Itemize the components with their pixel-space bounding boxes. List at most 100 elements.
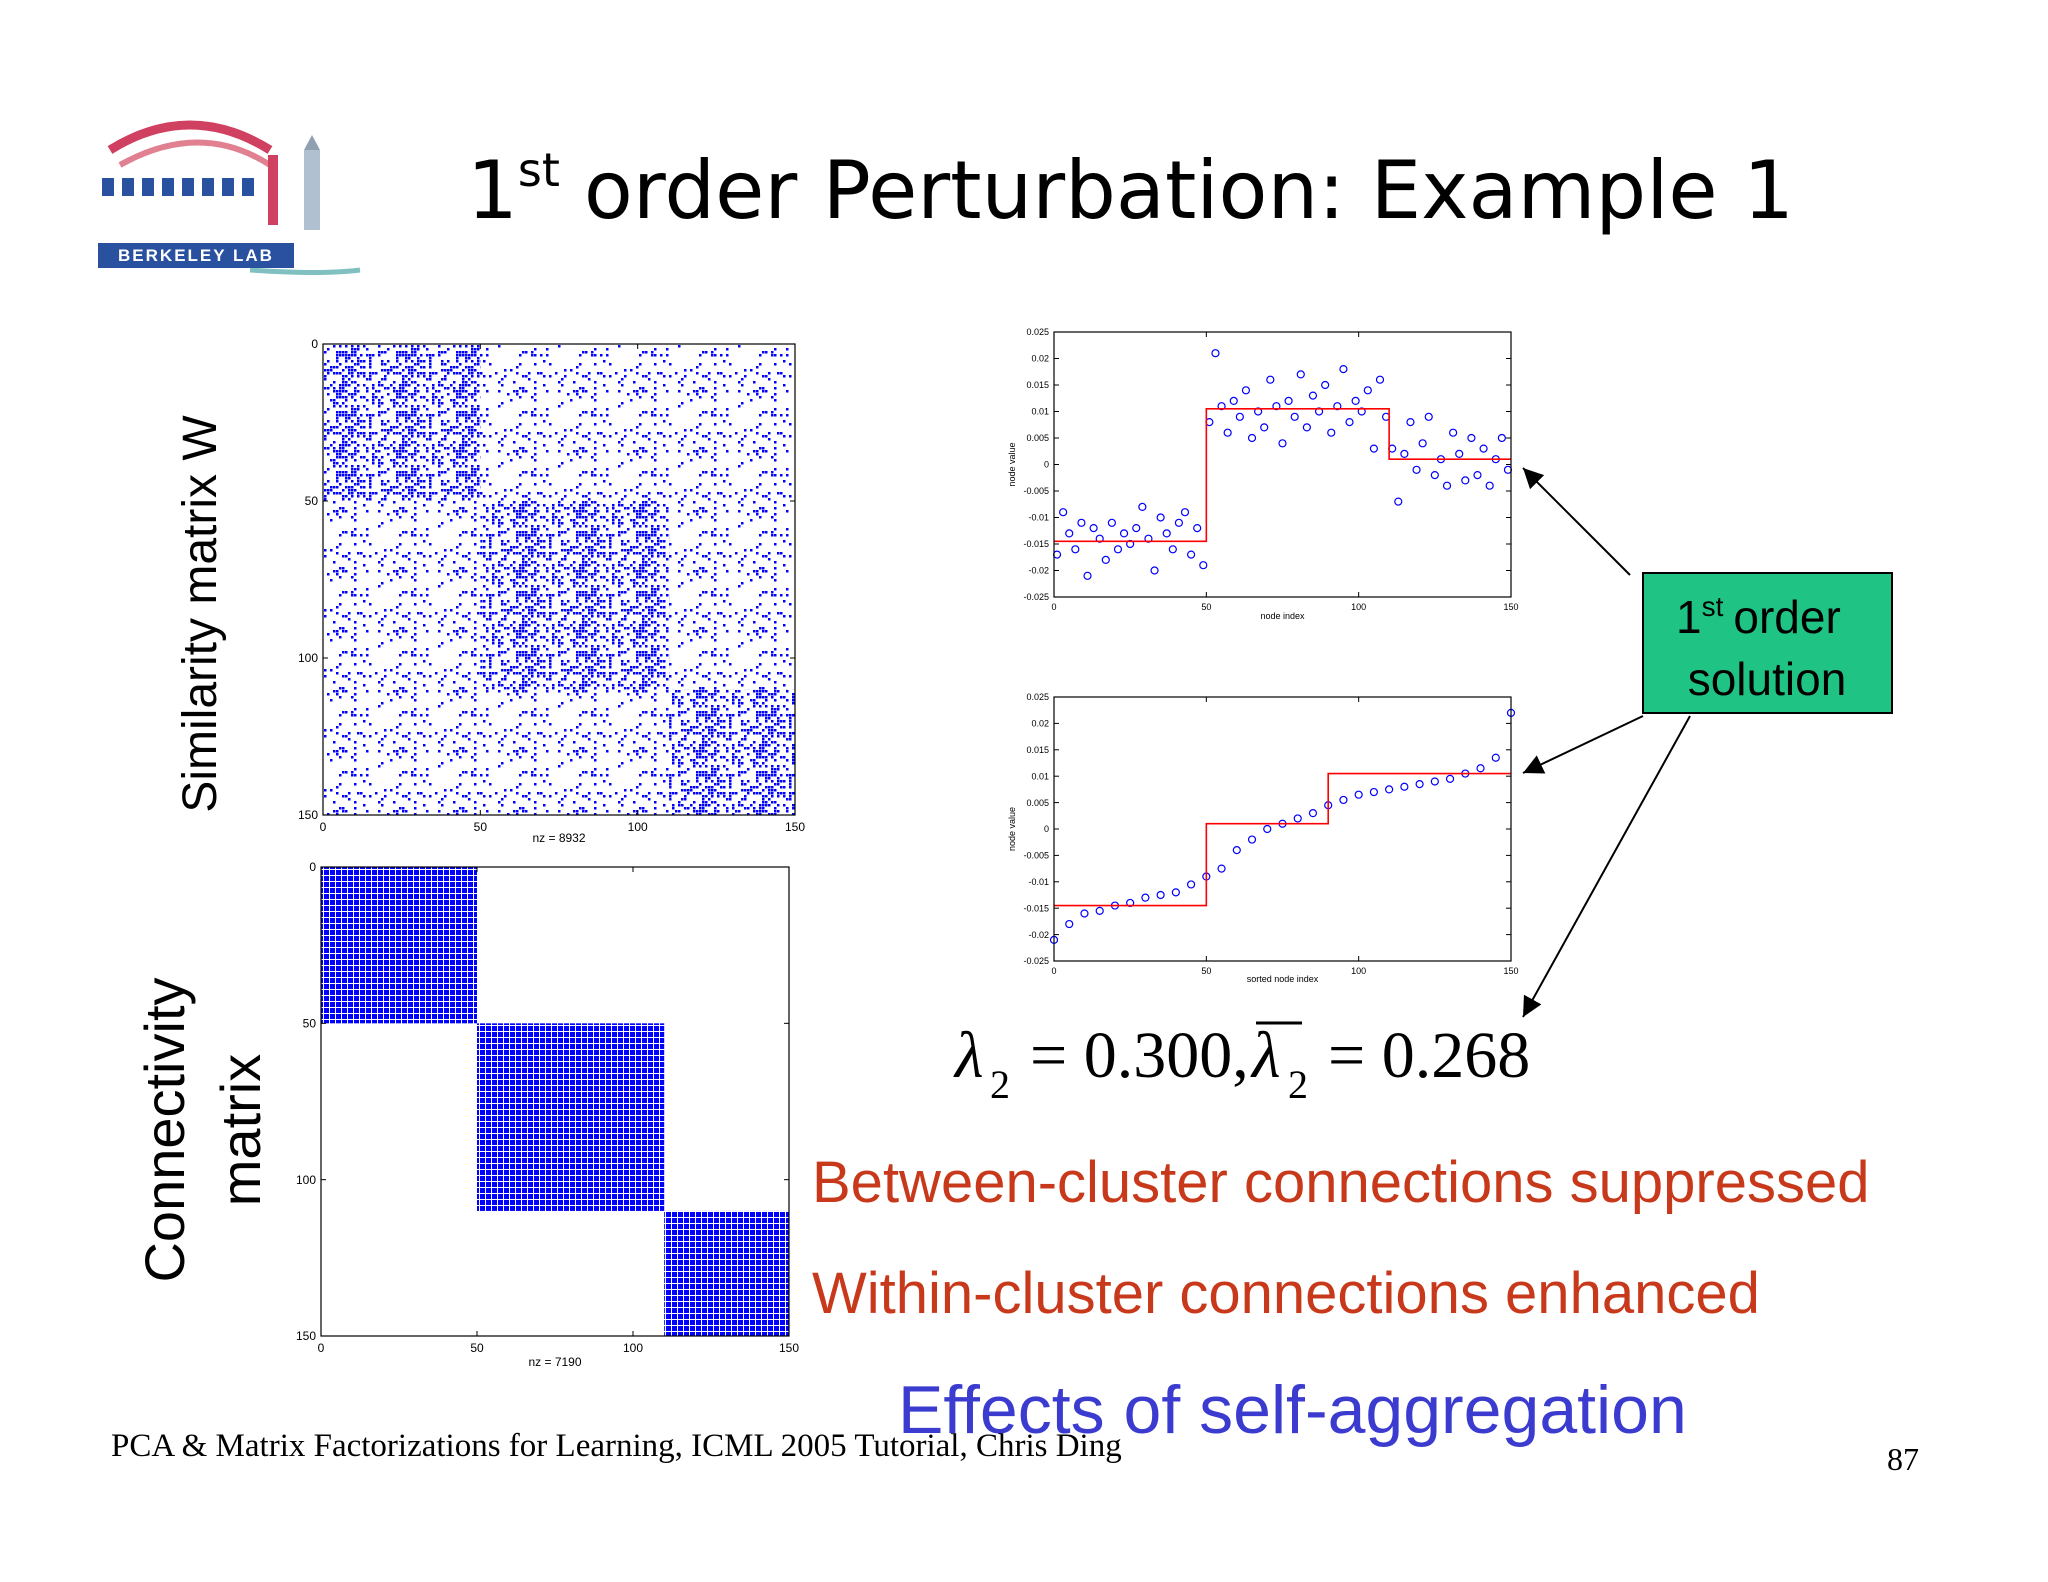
- connectivity-label: Connectivity: [133, 977, 196, 1282]
- x-axis-label: nz = 7190: [528, 1355, 581, 1369]
- point: [1375, 375, 1385, 384]
- point: [1211, 349, 1220, 358]
- x-axis-label: nz = 8932: [532, 831, 585, 845]
- point: [1314, 407, 1324, 416]
- point: [1400, 782, 1409, 791]
- point: [1059, 508, 1068, 517]
- point: [1445, 774, 1455, 783]
- similarity-label: Similarity matrix W: [174, 415, 227, 813]
- y-tick-label: 0.025: [1026, 692, 1049, 702]
- callout-line1: order: [1733, 591, 1840, 643]
- point: [1199, 561, 1208, 570]
- point: [1126, 539, 1135, 549]
- footer: PCA & Matrix Factorizations for Learning…: [111, 1428, 1122, 1464]
- plot-frame: [322, 343, 796, 816]
- point: [1141, 893, 1150, 902]
- arrows: [1522, 467, 1691, 1018]
- point: [1357, 407, 1366, 416]
- point: [1491, 753, 1500, 762]
- x-tick-label: 0: [318, 1341, 325, 1355]
- page-number: 87: [1887, 1441, 1919, 1477]
- x-axis-label: node index: [1260, 611, 1305, 621]
- point: [1369, 787, 1379, 797]
- y-tick-label: 0: [311, 337, 318, 351]
- y-tick-label: -0.02: [1028, 566, 1049, 576]
- conclusion: Effects of self-aggregation: [898, 1372, 1687, 1448]
- point: [1351, 396, 1360, 405]
- point: [1430, 471, 1439, 480]
- x-tick-label: 50: [474, 820, 488, 834]
- point: [1247, 835, 1257, 844]
- y-axis-label: node value: [1007, 442, 1017, 486]
- point: [1308, 391, 1318, 400]
- point: [1485, 481, 1494, 490]
- chart: 0 50 100 150 -0.025 -0.02 -0.015 -0.01 -0.005 0 0.…: [1007, 327, 1519, 621]
- point: [1217, 402, 1226, 411]
- y-tick-label: -0.025: [1023, 592, 1049, 602]
- point: [1369, 444, 1379, 453]
- point: [1354, 790, 1363, 799]
- point: [1442, 481, 1452, 490]
- logo: BERKELEY LAB: [98, 120, 361, 275]
- point: [1260, 423, 1269, 432]
- point: [1229, 396, 1238, 405]
- cluster-block: [669, 689, 795, 815]
- point: [1278, 439, 1287, 448]
- statement: Between-cluster connections suppressed: [812, 1150, 1869, 1215]
- callout-text: 1st order: [1676, 591, 1841, 643]
- point: [1415, 780, 1424, 789]
- point: [1479, 444, 1488, 453]
- title-superscript: st: [518, 143, 560, 197]
- y-tick-label: 50: [305, 494, 319, 508]
- callout-number: 1: [1676, 591, 1702, 643]
- point: [1455, 449, 1464, 458]
- point: [1065, 919, 1074, 929]
- point: [1394, 497, 1403, 506]
- point: [1080, 909, 1089, 918]
- step-line: [1054, 408, 1511, 543]
- x-tick-label: 150: [779, 1341, 799, 1355]
- point: [1247, 433, 1257, 443]
- point: [1308, 809, 1318, 818]
- point: [1272, 402, 1281, 411]
- point: [1293, 814, 1302, 823]
- point: [1101, 555, 1110, 565]
- cluster-block: [664, 1210, 789, 1336]
- point: [1345, 418, 1354, 427]
- point: [1171, 888, 1180, 897]
- y-tick-label: 0: [1044, 824, 1049, 834]
- point: [1095, 906, 1104, 915]
- point: [1333, 402, 1342, 411]
- point: [1473, 471, 1482, 480]
- point: [1156, 513, 1165, 522]
- point: [1424, 412, 1433, 421]
- title-text: order Perturbation: Example 1: [584, 144, 1794, 237]
- step-line: [1054, 772, 1511, 907]
- eq-value: = 0.268: [1328, 1019, 1530, 1092]
- x-tick-label: 50: [1201, 602, 1211, 612]
- x-tick-label: 100: [1351, 602, 1366, 612]
- y-tick-label: 0: [309, 860, 316, 874]
- point: [1254, 407, 1263, 416]
- eq-symbol: λ: [1250, 1019, 1281, 1092]
- y-tick-label: 0.005: [1026, 433, 1049, 443]
- point: [1339, 795, 1348, 805]
- y-tick-label: 150: [296, 1329, 316, 1343]
- point: [1284, 396, 1293, 405]
- point: [1126, 898, 1135, 908]
- slide-title: 1st order Perturbation: Example 1: [467, 143, 1794, 237]
- x-tick-label: 0: [1051, 966, 1056, 976]
- point: [1095, 534, 1104, 543]
- point: [1168, 545, 1177, 554]
- cluster-block: [477, 1023, 665, 1211]
- eq-subscript: 2: [1288, 1062, 1308, 1107]
- y-tick-label: 0.01: [1031, 771, 1049, 781]
- connectivity-label: matrix: [209, 1054, 272, 1206]
- point: [1461, 476, 1470, 485]
- x-tick-label: 100: [623, 1341, 643, 1355]
- point: [1138, 502, 1147, 511]
- point: [1290, 412, 1299, 421]
- point: [1232, 846, 1241, 855]
